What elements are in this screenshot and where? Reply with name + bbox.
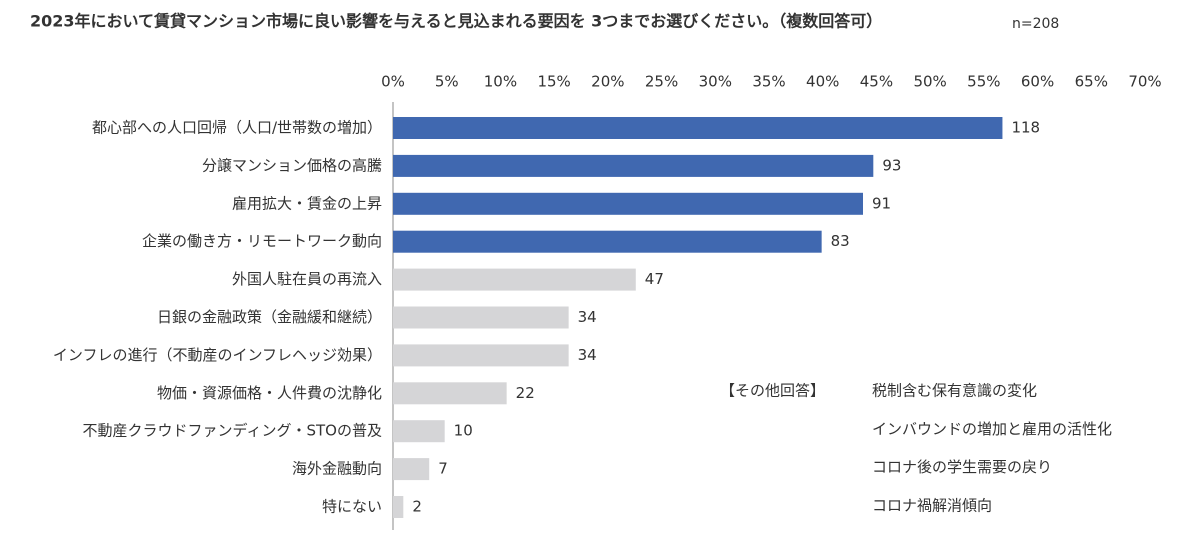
x-tick-label: 30% (699, 73, 732, 91)
value-label: 83 (831, 232, 850, 250)
x-tick-label: 70% (1128, 73, 1161, 91)
x-tick-label: 20% (591, 73, 624, 91)
bar (393, 230, 822, 253)
value-label: 34 (578, 308, 597, 326)
category-label: 物価・資源価格・人件費の沈静化 (157, 384, 382, 402)
category-label: インフレの進行（不動産のインフレヘッジ効果） (53, 346, 382, 364)
category-label: 都心部への人口回帰（人口/世帯数の増加） (92, 119, 382, 137)
category-label: 日銀の金融政策（金融緩和継続） (157, 308, 382, 326)
category-label: 特にない (322, 498, 382, 516)
value-label: 2 (412, 498, 422, 516)
x-tick-label: 45% (860, 73, 893, 91)
bar (393, 420, 445, 443)
value-label: 91 (872, 194, 891, 212)
bar (393, 382, 507, 405)
category-label: 分譲マンション価格の高騰 (202, 156, 382, 174)
x-tick-label: 5% (435, 73, 459, 91)
annotation-item: 税制含む保有意識の変化 (872, 382, 1037, 400)
bar (393, 344, 569, 367)
x-tick-label: 15% (537, 73, 570, 91)
chart-title: 2023年において賃貸マンション市場に良い影響を与えると見込まれる要因を 3つま… (30, 12, 882, 31)
annotation-item: コロナ後の学生需要の戻り (872, 458, 1052, 476)
x-tick-label: 55% (967, 73, 1000, 91)
annotation-item: コロナ禍解消傾向 (872, 496, 992, 514)
value-label: 118 (1011, 119, 1040, 137)
annotation-item: インバウンドの増加と雇用の活性化 (872, 420, 1112, 438)
bar (393, 458, 430, 481)
bar (393, 306, 569, 329)
value-label: 10 (454, 422, 473, 440)
bar (393, 154, 874, 177)
category-label: 企業の働き方・リモートワーク動向 (142, 232, 382, 250)
value-label: 7 (438, 460, 448, 478)
value-label: 22 (516, 384, 535, 402)
sample-size: n=208 (1012, 16, 1059, 32)
x-tick-label: 10% (484, 73, 517, 91)
category-label: 不動産クラウドファンディング・STOの普及 (83, 422, 382, 440)
bar (393, 192, 863, 215)
bar (393, 496, 404, 518)
x-tick-label: 60% (1021, 73, 1054, 91)
category-label: 雇用拡大・賃金の上昇 (232, 194, 382, 212)
category-label: 外国人駐在員の再流入 (232, 270, 382, 288)
bar (393, 268, 636, 291)
x-tick-label: 50% (913, 73, 946, 91)
x-tick-label: 0% (381, 73, 405, 91)
bar (393, 117, 1003, 139)
x-tick-label: 40% (806, 73, 839, 91)
category-label: 海外金融動向 (292, 460, 382, 478)
value-label: 93 (882, 156, 901, 174)
value-label: 47 (645, 270, 664, 288)
x-tick-label: 25% (645, 73, 678, 91)
x-tick-label: 35% (752, 73, 785, 91)
annotation-heading: 【その他回答】 (720, 382, 825, 400)
x-tick-label: 65% (1075, 73, 1108, 91)
value-label: 34 (578, 346, 597, 364)
